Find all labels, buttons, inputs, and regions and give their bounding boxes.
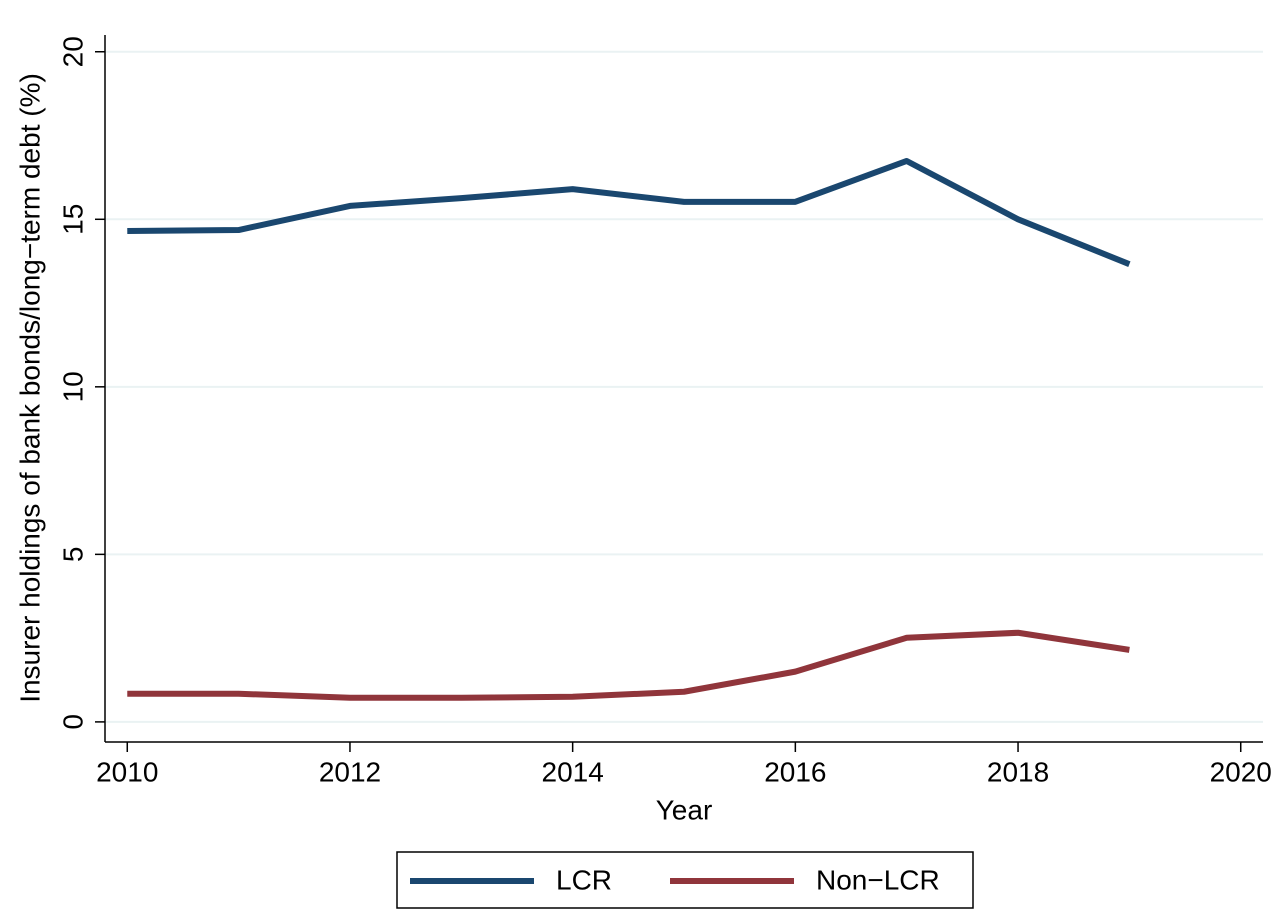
legend-label: Non−LCR — [816, 864, 940, 895]
y-axis-title: Insurer holdings of bank bonds/long−term… — [14, 73, 45, 703]
x-tick-label: 2020 — [1210, 756, 1272, 787]
x-tick-label: 2016 — [764, 756, 826, 787]
x-tick-label: 2010 — [96, 756, 158, 787]
legend-label: LCR — [556, 864, 612, 895]
x-tick-label: 2012 — [319, 756, 381, 787]
x-tick-label: 2014 — [542, 756, 604, 787]
y-tick-label: 20 — [57, 36, 88, 67]
data-line — [127, 157, 1131, 267]
y-tick-label: 5 — [57, 547, 88, 563]
y-tick-label: 15 — [57, 204, 88, 235]
y-tick-label: 10 — [57, 371, 88, 402]
x-axis-title: Year — [656, 794, 713, 825]
y-tick-label: 0 — [57, 714, 88, 730]
data-line — [127, 629, 1130, 701]
x-tick-label: 2018 — [987, 756, 1049, 787]
